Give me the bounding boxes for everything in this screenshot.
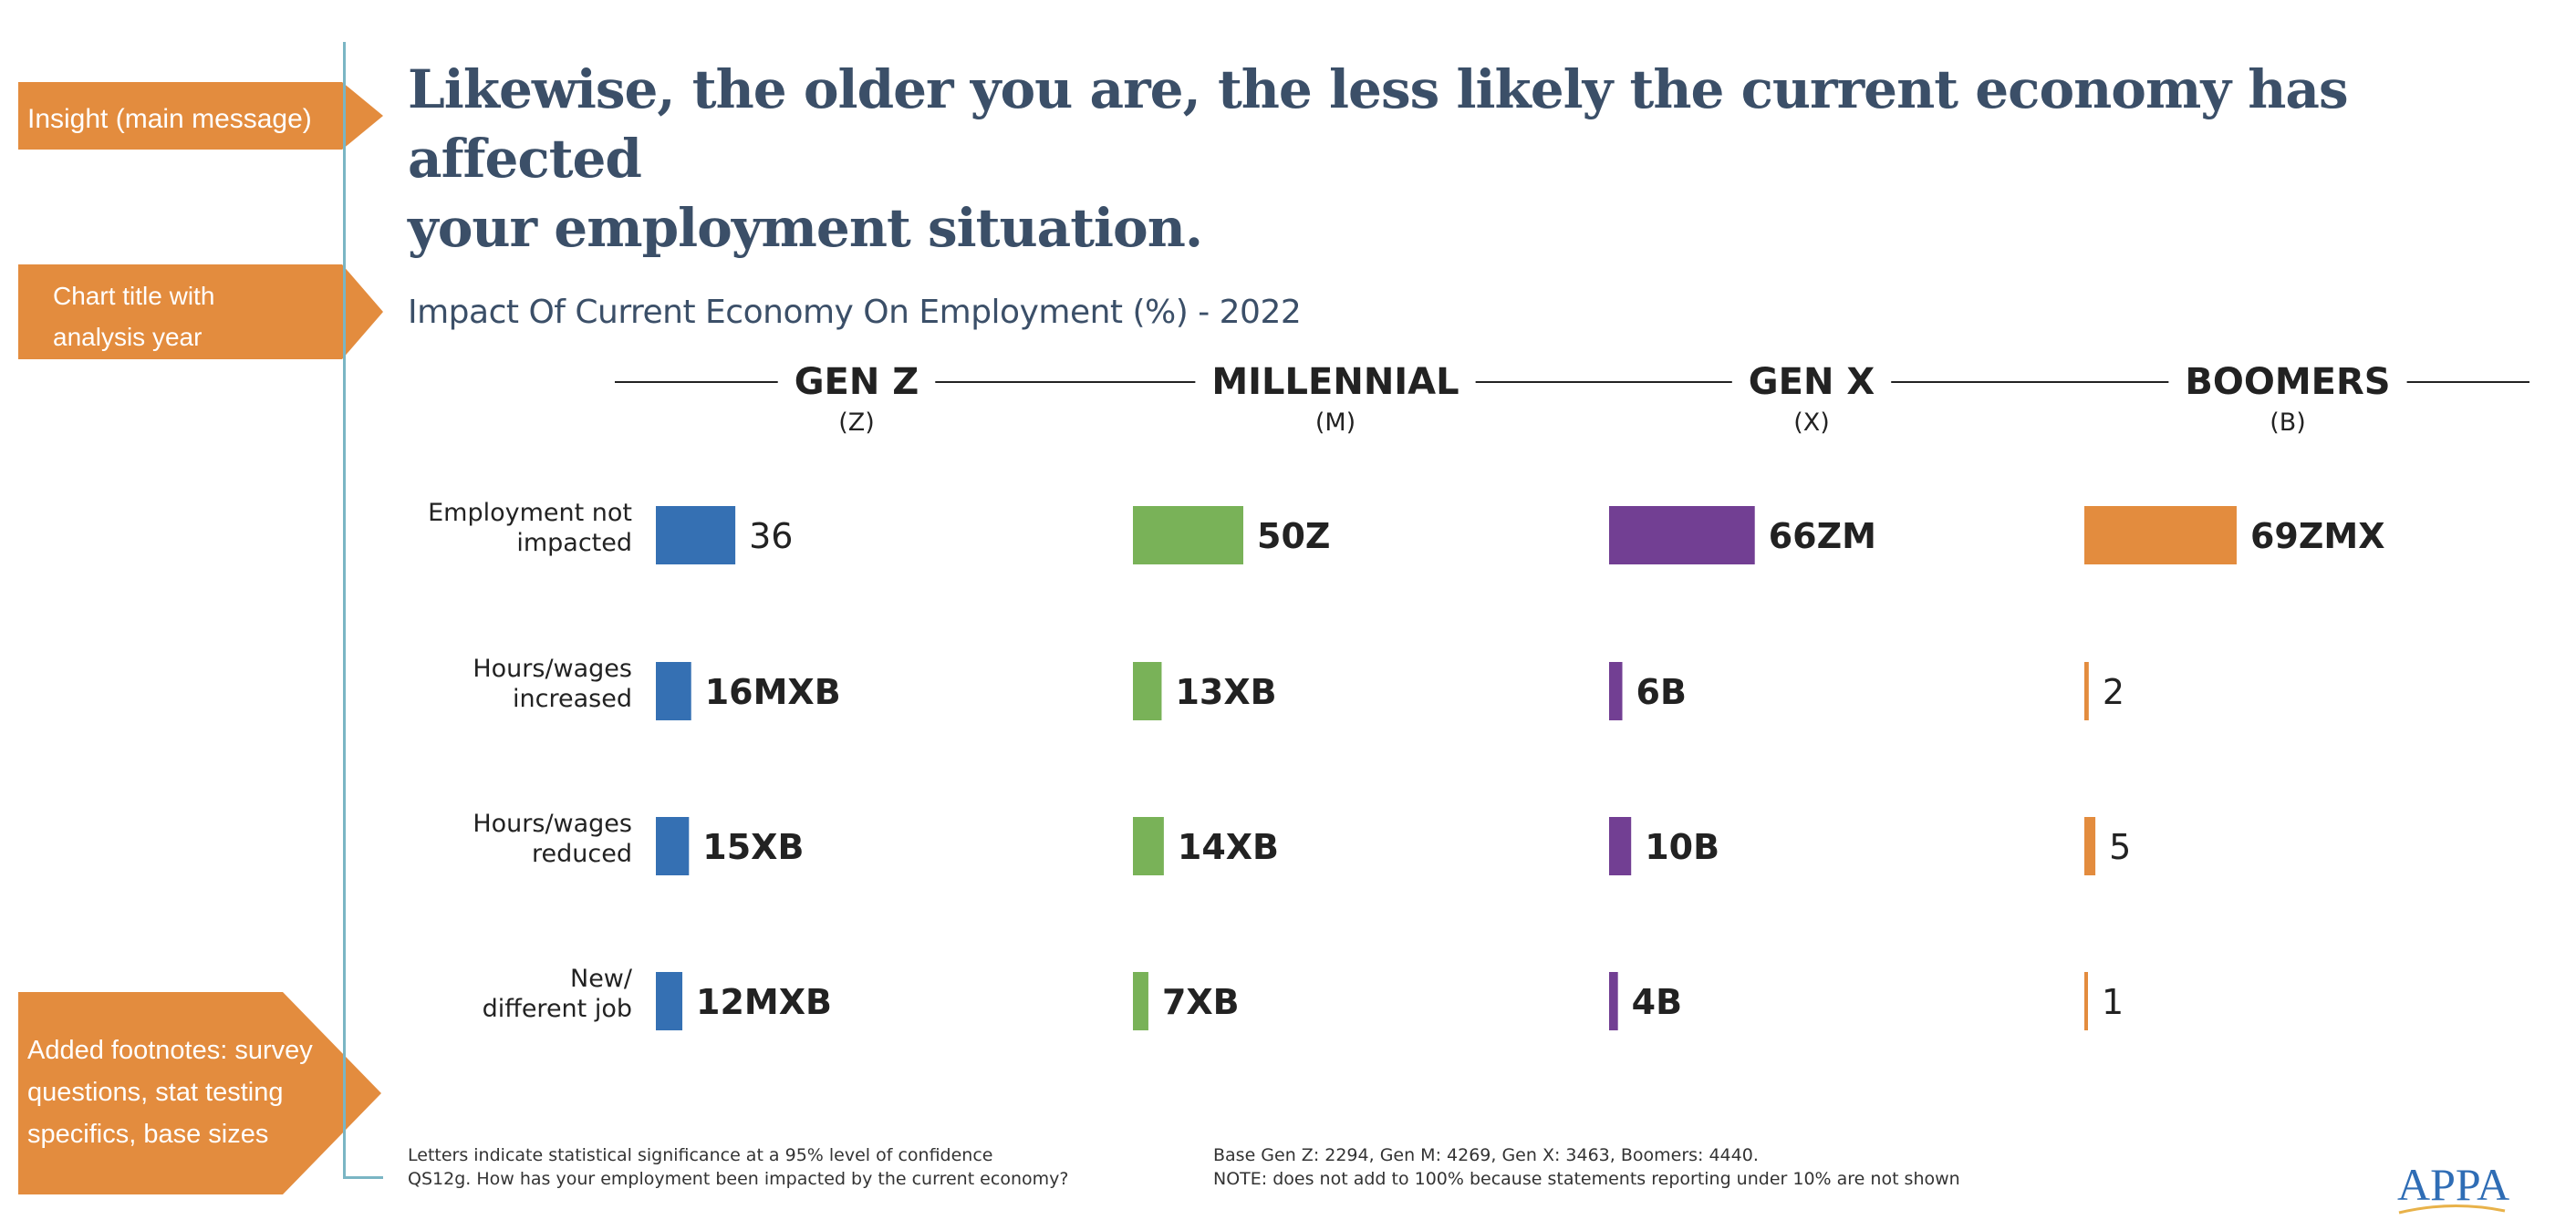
bar-X-0 [1609,506,1755,564]
row-label-line: Employment not [428,499,632,527]
series-header-2: GEN X [1749,361,1875,403]
callout-chart-title-line2: analysis year [53,323,203,352]
data-label-M-0: 50Z [1257,516,1330,556]
data-label-B-2: 5 [2109,827,2131,867]
data-label-B-0: 69ZMX [2250,516,2385,556]
bar-Z-0 [656,506,736,564]
callout-insight-text: Insight (main message) [27,104,312,134]
row-label-2: Hours/wages reduced [473,810,632,868]
appa-logo: APPA [2397,1159,2510,1210]
data-label-Z-2: 15XB [702,827,804,867]
callout-insight: Insight (main message) [18,82,383,150]
callout-chart-title: Chart title with analysis year [18,264,383,359]
headline-line2: your employment situation. [408,197,1203,259]
bar-M-0 [1133,506,1243,564]
data-label-B-1: 2 [2103,672,2124,712]
footnotes-right: Base Gen Z: 2294, Gen M: 4269, Gen X: 34… [1213,1143,1960,1191]
row-label-line: impacted [516,529,632,557]
series-header-bg-2 [1731,365,1892,401]
data-label-M-3: 7XB [1162,982,1240,1022]
row-label-line: reduced [532,840,632,868]
data-label-X-2: 10B [1645,827,1719,867]
callout-chart-title-line1: Chart title with [53,282,215,310]
bar-M-2 [1133,817,1164,875]
data-label-X-0: 66ZM [1769,516,1876,556]
footnotes-left: Letters indicate statistical significanc… [408,1143,1068,1191]
series-header-bg-3 [2168,365,2407,401]
series-letter-2: (X) [1793,408,1830,437]
headline-line1: Likewise, the older you are, the less li… [408,58,2349,190]
bar-X-3 [1609,972,1618,1030]
logo-swoosh-icon [2398,1204,2506,1215]
data-label-Z-1: 16MXB [705,672,841,712]
data-label-X-1: 6B [1636,672,1687,712]
row-label-3: New/different job [483,965,633,1023]
row-label-line: New/ [570,965,633,993]
annotation-divider-foot [343,1176,383,1179]
bar-M-1 [1133,662,1162,720]
bar-B-1 [2084,662,2089,720]
series-letter-0: (Z) [838,408,875,437]
data-label-X-3: 4B [1632,982,1682,1022]
footnote-question: QS12g. How has your employment been impa… [408,1169,1069,1189]
callout-footnotes: Added footnotes: survey questions, stat … [18,992,381,1194]
series-letter-3: (B) [2270,408,2306,437]
series-header-bg-1 [1195,365,1476,401]
bar-B-0 [2084,506,2237,564]
row-label-line: different job [483,995,632,1023]
data-label-B-3: 1 [2102,982,2124,1022]
data-label-M-2: 14XB [1178,827,1279,867]
callout-footnotes-line3: specifics, base sizes [27,1119,269,1149]
callout-footnotes-line1: Added footnotes: survey [27,1036,313,1065]
row-label-1: Hours/wages increased [473,655,632,713]
row-label-line: Hours/wages [473,810,632,838]
data-label-Z-0: 36 [749,516,793,556]
series-letter-1: (M) [1315,408,1356,437]
row-label-0: Employment not impacted [428,499,632,557]
footnote-note: NOTE: does not add to 100% because state… [1213,1169,1960,1189]
footnote-significance: Letters indicate statistical significanc… [408,1145,993,1165]
bar-M-3 [1133,972,1148,1030]
bar-X-2 [1609,817,1632,875]
bar-B-2 [2084,817,2096,875]
bar-X-1 [1609,662,1623,720]
data-label-Z-3: 12MXB [696,982,832,1022]
data-label-M-1: 13XB [1175,672,1276,712]
series-header-bg-0 [777,365,936,401]
bar-B-3 [2084,972,2088,1030]
chart-title: Impact Of Current Economy On Employment … [408,294,1302,331]
bar-Z-3 [656,972,683,1030]
series-header-3: BOOMERS [2185,361,2390,403]
row-label-line: increased [513,685,632,713]
callout-footnotes-line2: questions, stat testing [27,1077,284,1107]
bar-Z-2 [656,817,690,875]
series-header-0: GEN Z [795,361,919,403]
footnote-base-sizes: Base Gen Z: 2294, Gen M: 4269, Gen X: 34… [1213,1145,1759,1165]
series-header-1: MILLENNIAL [1211,361,1459,403]
page-headline: Likewise, the older you are, the less li… [408,55,2506,263]
row-label-line: Hours/wages [473,655,632,683]
bar-Z-1 [656,662,691,720]
annotation-divider-vertical [343,42,346,1179]
